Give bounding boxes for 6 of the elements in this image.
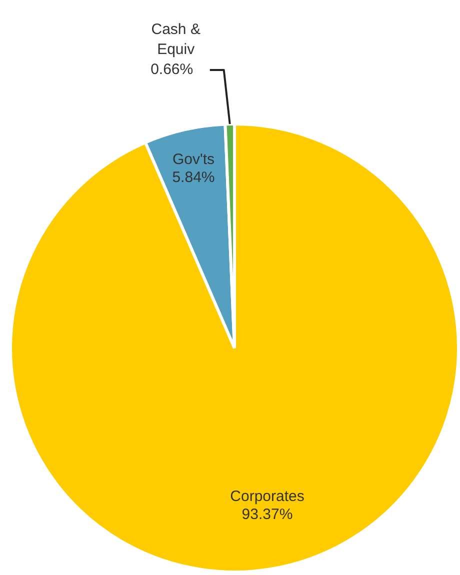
slice-label: Cash & Equiv [151,21,200,58]
data-label: 93.37% [242,506,293,524]
slice-label: Gov'ts [172,151,214,168]
slice-label: Corporates [230,488,304,506]
data-label: 0.66% [150,61,194,78]
data-label: 5.84% [172,169,215,186]
